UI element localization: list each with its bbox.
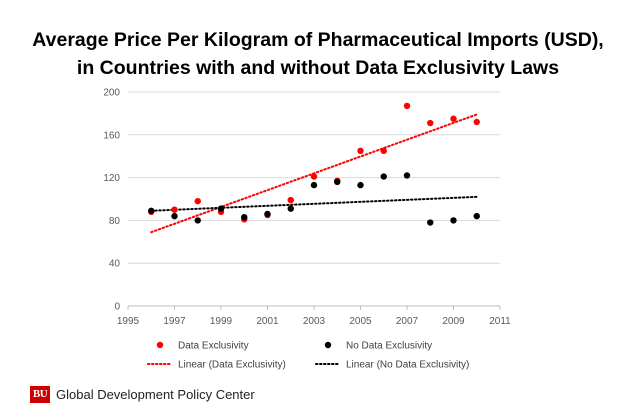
legend-label: No Data Exclusivity [346,341,432,352]
data-point-series-1 [427,219,434,226]
legend-marker-series-1 [324,341,332,349]
x-tick-label: 2005 [349,316,372,327]
data-point-series-0 [287,196,294,204]
data-point-series-0 [171,206,178,213]
y-tick-label: 0 [114,302,120,313]
data-point-series-1 [217,205,225,212]
x-tick-label: 1995 [117,316,140,327]
trendline-0 [150,113,478,234]
chart-title: Average Price Per Kilogram of Pharmaceut… [32,29,604,51]
chart-title-block: Average Price Per Kilogram of Pharmaceut… [0,26,636,82]
data-point-series-1 [473,212,480,220]
footer-org-name: Global Development Policy Center [56,386,255,402]
legend-marker-series-0 [156,341,164,349]
data-point-series-1 [194,217,201,224]
bu-logo: BU [30,385,50,403]
y-tick-label: 40 [109,259,121,270]
x-tick-label: 2007 [396,316,419,327]
data-point-series-0 [357,147,364,155]
x-tick-label: 2001 [256,316,279,327]
legend-label: Data Exclusivity [178,341,249,352]
legend-label: Linear (No Data Exclusivity) [346,360,469,371]
data-point-series-1 [287,205,294,212]
data-point-series-0 [194,197,201,205]
x-tick-label: 1997 [163,316,186,327]
data-point-series-1 [148,207,155,214]
data-point-series-1 [380,173,387,180]
data-point-series-0 [380,147,387,155]
chart-subtitle: in Countries with and without Data Exclu… [76,57,560,79]
data-point-series-0 [450,115,457,122]
data-point-series-1 [241,213,248,221]
x-tick-label: 1999 [210,316,233,327]
legend-label: Linear (Data Exclusivity) [178,360,286,371]
data-point-series-0 [473,118,480,126]
x-tick-label: 2011 [489,316,511,327]
x-tick-label: 2009 [442,316,465,327]
trendline-1 [150,195,478,212]
data-point-series-1 [357,181,364,189]
data-point-series-1 [334,178,341,186]
footer: BU Global Development Policy Center [30,384,255,404]
data-point-series-1 [310,181,318,189]
data-point-series-1 [450,217,457,224]
data-point-series-0 [310,173,318,180]
y-tick-label: 120 [103,173,120,184]
data-point-series-1 [171,212,178,220]
x-tick-label: 2003 [303,316,326,327]
data-point-series-0 [403,102,411,110]
y-tick-label: 200 [103,88,120,99]
y-tick-label: 160 [103,130,120,141]
data-point-series-0 [427,119,434,127]
data-point-series-1 [264,210,271,218]
data-point-series-1 [403,172,411,179]
y-tick-label: 80 [109,216,121,227]
